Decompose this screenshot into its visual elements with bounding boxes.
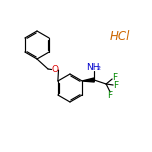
Polygon shape [82, 78, 94, 82]
Text: F: F [113, 73, 118, 81]
Text: HCl: HCl [110, 31, 130, 43]
Text: NH: NH [86, 62, 99, 71]
Text: F: F [114, 81, 119, 90]
Text: F: F [108, 90, 113, 100]
Text: O: O [52, 65, 59, 74]
Text: 2: 2 [96, 66, 100, 71]
